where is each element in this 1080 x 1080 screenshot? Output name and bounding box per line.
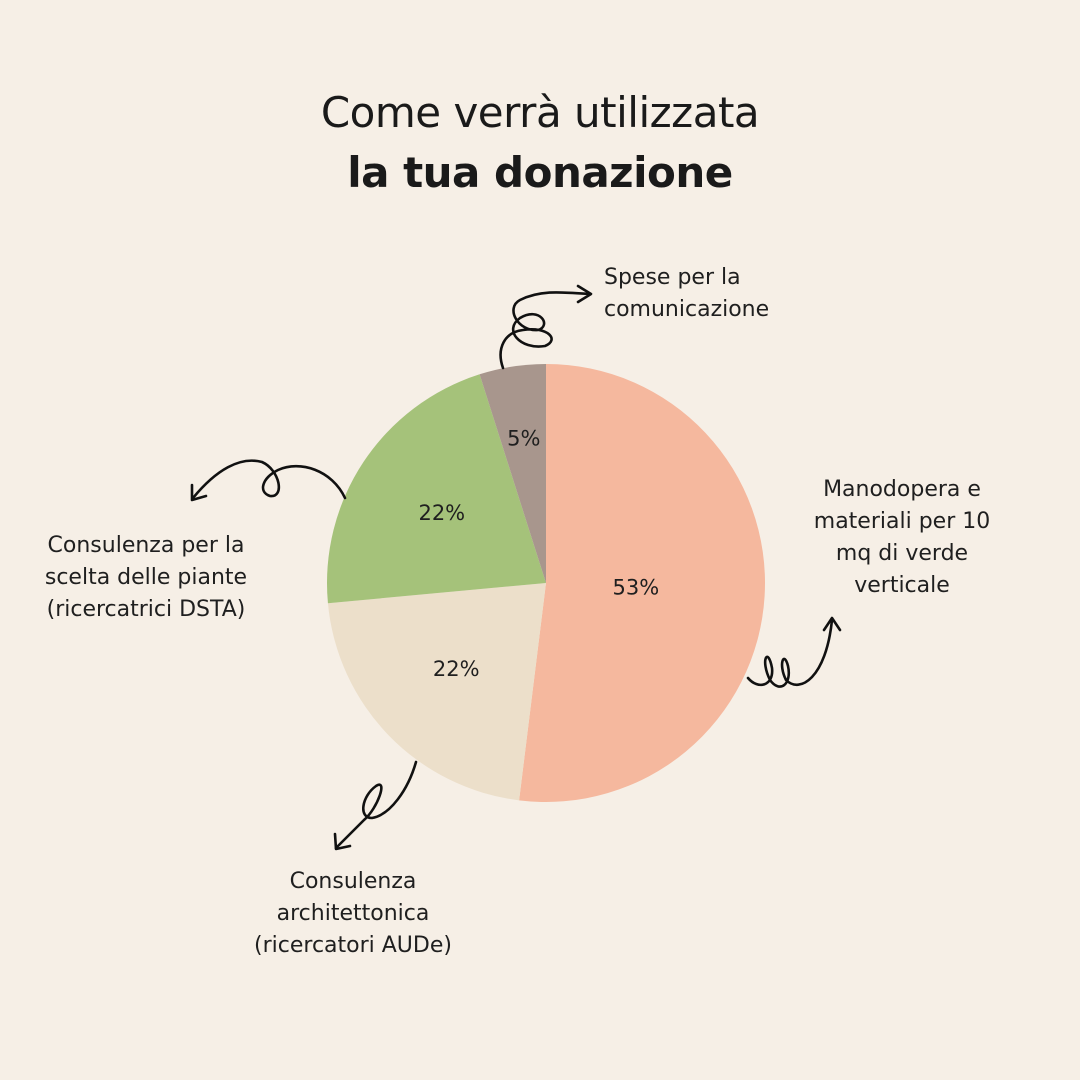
pie-slice-label-1: 53% bbox=[612, 576, 659, 600]
pie-slice-3 bbox=[327, 374, 546, 604]
pie-slice-label-4: 5% bbox=[507, 427, 540, 451]
chart-title-line-1: Come verrà utilizzata bbox=[320, 88, 760, 137]
pie-slices bbox=[327, 364, 766, 802]
pie-slice-1 bbox=[519, 364, 766, 802]
label-piante: Consulenza per la scelta delle piante (r… bbox=[44, 533, 248, 622]
label-comunicazione: Spese per la comunicazione bbox=[604, 265, 770, 322]
arrow-comunicazione bbox=[499, 284, 593, 370]
pie-slice-4 bbox=[479, 364, 546, 583]
arrow-manodopera bbox=[746, 616, 842, 688]
arrow-architettonica bbox=[333, 760, 418, 851]
pie-slice-label-3: 22% bbox=[418, 501, 465, 525]
pie-slice-label-2: 22% bbox=[433, 657, 480, 681]
pie-percent-labels: 53% 22% 22% 5% bbox=[418, 427, 659, 681]
pie-slice-2 bbox=[327, 583, 546, 801]
label-manodopera: Manodopera e materiali per 10 mq di verd… bbox=[813, 477, 991, 598]
label-architettonica: Consulenza architettonica (ricercatori A… bbox=[254, 869, 452, 958]
chart-title-line-2: la tua donazione bbox=[347, 148, 733, 197]
arrow-piante bbox=[190, 459, 347, 502]
